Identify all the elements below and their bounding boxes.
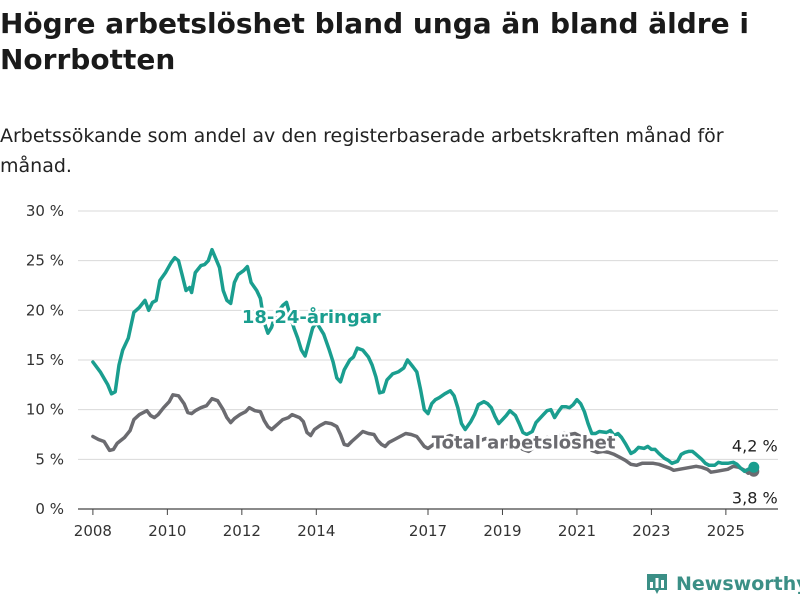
chart-subtitle: Arbetssökande som andel av den registerb… bbox=[0, 125, 724, 177]
y-tick-label: 10 % bbox=[26, 401, 64, 419]
y-tick-label: 5 % bbox=[35, 450, 64, 468]
end-label-total: 3,8 % bbox=[732, 488, 778, 507]
series-line-total bbox=[91, 393, 756, 475]
x-tick-label: 2014 bbox=[297, 522, 335, 540]
end-point-18-24 bbox=[748, 461, 760, 473]
y-tick-label: 25 % bbox=[26, 252, 64, 270]
series-label-total: Total arbetslöshet bbox=[432, 432, 616, 453]
x-tick-label: 2021 bbox=[558, 522, 596, 540]
series-line-18-24 bbox=[91, 247, 756, 474]
x-tick-label: 2010 bbox=[148, 522, 186, 540]
newsworthy-logo: Newsworthy bbox=[645, 570, 800, 598]
x-tick-label: 2019 bbox=[483, 522, 521, 540]
y-tick-label: 30 % bbox=[26, 202, 64, 220]
end-label-18-24: 4,2 % bbox=[732, 436, 778, 455]
y-tick-label: 20 % bbox=[26, 301, 64, 319]
brand-name: Newsworthy bbox=[676, 573, 800, 595]
y-tick-label: 0 % bbox=[35, 500, 64, 518]
x-tick-label: 2025 bbox=[707, 522, 745, 540]
chart-title: Högre arbetslöshet bland unga än bland ä… bbox=[0, 7, 749, 76]
x-tick-label: 2017 bbox=[409, 522, 447, 540]
x-tick-label: 2012 bbox=[223, 522, 261, 540]
y-tick-label: 15 % bbox=[26, 351, 64, 369]
x-tick-label: 2023 bbox=[632, 522, 670, 540]
x-tick-label: 2008 bbox=[74, 522, 112, 540]
bar-chart-logo-icon bbox=[647, 574, 667, 594]
series-label-18-24: 18-24-åringar bbox=[242, 306, 381, 328]
